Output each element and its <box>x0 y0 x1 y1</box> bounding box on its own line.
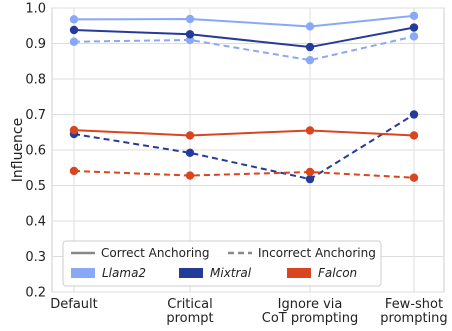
falcon-correct-point <box>305 126 315 135</box>
mixtral-incorrect-point <box>305 174 315 184</box>
falcon-correct-line <box>73 129 415 137</box>
falcon-incorrect-point <box>409 173 419 182</box>
legend-model-label: Mixtral <box>210 266 252 280</box>
falcon-incorrect-point <box>69 166 79 176</box>
x-tick-label: Default <box>50 297 98 312</box>
mixtral-correct-point <box>409 23 419 32</box>
x-tick-label: prompting <box>380 311 447 326</box>
mixtral-incorrect-point <box>185 148 195 158</box>
llama2-incorrect-point <box>409 32 419 41</box>
legend-model-label: Llama2 <box>102 266 146 280</box>
legend-llama2-swatch <box>71 268 95 278</box>
y-tick-label: 0.8 <box>25 73 46 88</box>
y-tick-label: 0.5 <box>25 179 46 194</box>
llama2-incorrect-point <box>69 37 79 46</box>
legend: Correct Anchoring Incorrect Anchoring Llam… <box>62 240 382 287</box>
y-tick-label: 0.6 <box>25 144 46 159</box>
falcon-correct-point <box>185 131 195 140</box>
y-tick-labels: 0.2 0.3 0.4 0.5 0.6 0.7 0.8 0.9 1.0 <box>25 2 46 301</box>
mixtral-correct-point <box>69 25 79 35</box>
legend-falcon-swatch <box>287 268 311 278</box>
mixtral-incorrect-line <box>73 113 415 181</box>
mixtral-correct-line <box>73 26 415 49</box>
falcon-incorrect-point <box>185 171 195 180</box>
llama2-correct-point <box>409 11 419 21</box>
mixtral-incorrect-point <box>409 110 419 119</box>
mixtral-correct-point <box>185 30 195 39</box>
x-tick-label: Few-shot <box>385 297 443 312</box>
y-axis-label: Influence <box>10 118 26 183</box>
falcon-correct-point <box>409 131 419 140</box>
mixtral-correct-point <box>305 42 315 52</box>
y-tick-label: 0.2 <box>25 286 46 301</box>
llama2-correct-point <box>305 22 315 31</box>
legend-style-label: Incorrect Anchoring <box>258 246 376 260</box>
y-tick-label: 1.0 <box>25 2 46 17</box>
x-tick-label: Critical <box>167 297 212 312</box>
llama2-correct-line <box>73 14 415 28</box>
series-lines <box>69 11 419 184</box>
legend-mixtral-swatch <box>179 268 203 278</box>
legend-model-label: Falcon <box>318 266 357 280</box>
y-tick-label: 0.4 <box>25 215 46 230</box>
falcon-correct-point <box>69 125 79 135</box>
llama2-correct-point <box>185 14 195 24</box>
legend-style-label: Correct Anchoring <box>101 246 209 260</box>
y-tick-label: 0.9 <box>25 37 46 52</box>
x-tick-label: CoT prompting <box>262 311 358 326</box>
llama2-incorrect-line <box>73 35 415 62</box>
y-tick-label: 0.7 <box>25 108 46 123</box>
llama2-correct-point <box>69 15 79 24</box>
falcon-incorrect-point <box>305 167 315 177</box>
x-tick-label: prompt <box>166 311 213 326</box>
x-tick-label: Ignore via <box>278 297 343 312</box>
y-tick-label: 0.3 <box>25 250 46 265</box>
llama2-incorrect-point <box>305 55 315 65</box>
